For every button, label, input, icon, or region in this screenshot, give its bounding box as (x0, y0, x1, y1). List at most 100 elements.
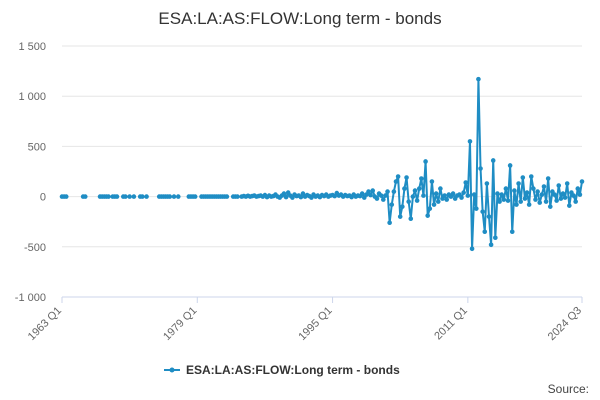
data-point[interactable] (442, 193, 447, 198)
data-point[interactable] (471, 192, 477, 197)
data-point[interactable] (509, 229, 515, 235)
data-point[interactable] (423, 159, 428, 164)
data-point[interactable] (416, 186, 422, 191)
data-point[interactable] (114, 194, 120, 199)
data-point[interactable] (444, 197, 450, 202)
data-point[interactable] (545, 176, 551, 181)
data-point[interactable] (524, 190, 530, 195)
data-point[interactable] (298, 194, 304, 200)
data-point[interactable] (476, 76, 481, 82)
data-point[interactable] (414, 198, 420, 203)
data-point[interactable] (412, 188, 418, 193)
data-point[interactable] (463, 180, 469, 185)
data-point[interactable] (478, 166, 483, 171)
data-point[interactable] (501, 197, 507, 202)
data-point[interactable] (406, 199, 411, 204)
data-point[interactable] (410, 194, 416, 199)
data-point[interactable] (571, 193, 576, 198)
data-point[interactable] (425, 213, 430, 218)
data-point[interactable] (283, 194, 289, 200)
data-point[interactable] (281, 191, 287, 196)
data-point[interactable] (383, 193, 388, 198)
data-point[interactable] (528, 174, 534, 179)
data-point[interactable] (547, 204, 553, 209)
data-point[interactable] (400, 204, 405, 209)
data-point[interactable] (433, 191, 439, 196)
data-point[interactable] (82, 194, 88, 199)
data-point[interactable] (562, 195, 568, 200)
data-point[interactable] (397, 214, 403, 219)
data-point[interactable] (526, 202, 532, 207)
data-point[interactable] (427, 206, 433, 211)
data-point[interactable] (533, 197, 538, 202)
data-point[interactable] (537, 200, 543, 205)
data-point[interactable] (438, 186, 443, 191)
data-point[interactable] (531, 186, 536, 191)
data-point[interactable] (484, 181, 490, 186)
data-point[interactable] (421, 193, 426, 198)
data-point[interactable] (512, 188, 517, 193)
data-point[interactable] (486, 214, 492, 219)
data-point[interactable] (560, 191, 566, 196)
data-point[interactable] (402, 186, 407, 191)
data-point[interactable] (431, 202, 437, 207)
data-point[interactable] (564, 181, 570, 186)
data-point[interactable] (467, 139, 473, 144)
data-point[interactable] (503, 186, 509, 191)
data-point[interactable] (522, 196, 528, 201)
data-point[interactable] (404, 175, 409, 180)
data-point[interactable] (387, 220, 392, 225)
data-point[interactable] (224, 194, 230, 199)
data-point[interactable] (490, 158, 496, 163)
data-point[interactable] (495, 191, 500, 196)
data-point[interactable] (575, 186, 581, 191)
data-point[interactable] (535, 189, 540, 194)
data-point[interactable] (488, 242, 494, 248)
data-point[interactable] (474, 206, 479, 211)
data-point[interactable] (579, 179, 585, 184)
data-point[interactable] (461, 190, 466, 195)
data-point[interactable] (518, 199, 523, 204)
data-point[interactable] (482, 229, 488, 235)
data-point[interactable] (543, 199, 549, 204)
data-point[interactable] (469, 246, 475, 252)
data-point[interactable] (497, 199, 502, 204)
data-point[interactable] (359, 191, 365, 196)
data-point[interactable] (554, 198, 559, 203)
data-point[interactable] (459, 195, 464, 200)
data-point[interactable] (499, 192, 504, 197)
data-point[interactable] (558, 196, 564, 201)
data-point[interactable] (505, 198, 511, 203)
data-point[interactable] (514, 202, 519, 207)
data-point[interactable] (541, 184, 547, 189)
data-point[interactable] (516, 181, 521, 186)
data-point[interactable] (435, 199, 441, 204)
data-point[interactable] (378, 193, 384, 198)
data-point[interactable] (123, 194, 128, 199)
data-point[interactable] (131, 194, 137, 199)
data-point[interactable] (374, 196, 380, 201)
data-point[interactable] (577, 192, 583, 197)
data-point[interactable] (539, 192, 545, 197)
data-point[interactable] (106, 194, 111, 199)
data-point[interactable] (480, 209, 485, 214)
data-point[interactable] (366, 189, 371, 194)
data-point[interactable] (144, 194, 149, 199)
legend-label[interactable]: ESA:LA:AS:FLOW:Long term - bonds (186, 363, 400, 377)
data-point[interactable] (450, 191, 456, 196)
data-point[interactable] (381, 197, 386, 202)
data-point[interactable] (171, 194, 177, 199)
data-point[interactable] (556, 183, 562, 188)
data-point[interactable] (167, 194, 173, 199)
data-point[interactable] (465, 193, 471, 198)
data-point[interactable] (63, 194, 69, 199)
data-point[interactable] (391, 189, 397, 194)
data-point[interactable] (393, 179, 399, 184)
data-point[interactable] (419, 176, 424, 181)
legend[interactable]: ESA:LA:AS:FLOW:Long term - bonds (164, 363, 400, 377)
data-point[interactable] (235, 194, 240, 199)
data-point[interactable] (127, 194, 132, 199)
data-point[interactable] (389, 202, 395, 207)
data-point[interactable] (368, 192, 373, 198)
data-point[interactable] (370, 188, 376, 193)
